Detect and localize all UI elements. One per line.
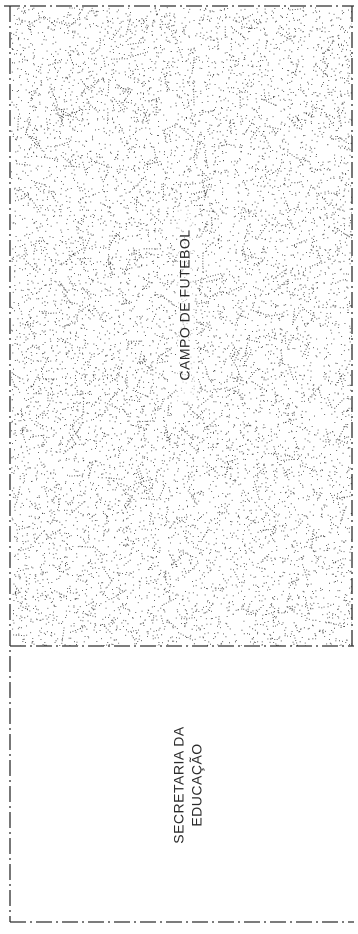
campo-label-group: CAMPO DE FUTEBOL	[177, 207, 195, 403]
secretaria-label-line-1: SECRETARIA DA	[171, 726, 187, 844]
property-boundary-lines	[4, 5, 354, 923]
campo-de-futebol-label: CAMPO DE FUTEBOL	[177, 229, 193, 380]
secretaria-label-line-2: EDUCAÇÃO	[189, 743, 205, 826]
secretaria-label-group: SECRETARIA DA EDUCAÇÃO	[171, 726, 205, 844]
campo-label-backing	[177, 207, 195, 403]
